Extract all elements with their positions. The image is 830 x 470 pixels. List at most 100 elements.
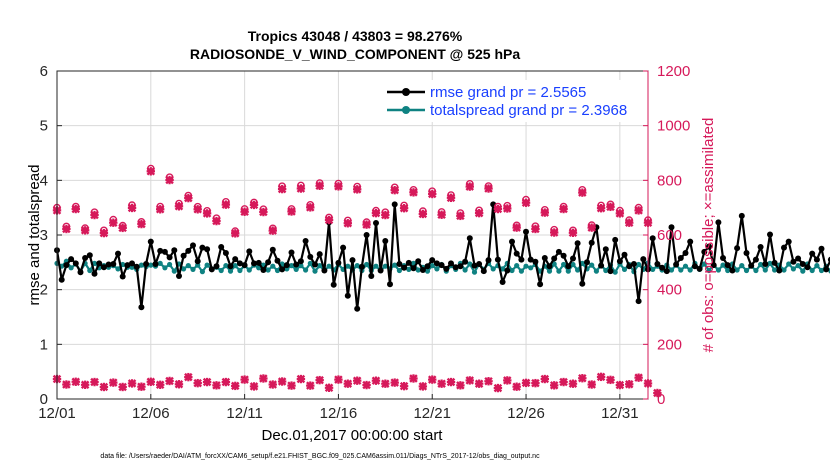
- obs-assimilated-marker: [549, 228, 559, 237]
- rmse-point: [823, 266, 830, 273]
- totalspread-point: [326, 263, 332, 269]
- obs-bottom-marker: [221, 377, 231, 387]
- y2-tick-label: 1200: [657, 63, 690, 80]
- obs-assimilated-marker: [615, 209, 625, 218]
- totalspread-point: [364, 261, 370, 268]
- totalspread-point: [293, 266, 299, 272]
- rmse-point: [795, 255, 802, 262]
- x-tick-label: 12/26: [507, 405, 545, 422]
- totalspread-point: [115, 266, 121, 272]
- rmse-point: [706, 243, 712, 250]
- obs-bottom-marker: [362, 380, 371, 390]
- obs-assimilated-marker: [343, 218, 353, 228]
- totalspread-point: [781, 267, 787, 273]
- obs-assimilated-marker: [62, 224, 71, 234]
- obs-assimilated-marker: [212, 216, 221, 226]
- rmse-point: [246, 248, 253, 255]
- rmse-point: [574, 240, 581, 247]
- rmse-point: [185, 247, 192, 254]
- totalspread-point: [471, 269, 478, 275]
- obs-bottom-marker: [399, 381, 409, 391]
- obs-assimilated-marker: [249, 200, 259, 210]
- rmse-point: [677, 255, 684, 261]
- totalspread-point: [354, 263, 360, 269]
- totalspread-point: [227, 268, 234, 274]
- rmse-point: [785, 238, 792, 245]
- rmse-point: [312, 261, 318, 268]
- rmse-point: [274, 257, 281, 264]
- x-tick-label: 12/16: [320, 405, 358, 422]
- rmse-point: [607, 268, 614, 275]
- totalspread-point: [68, 265, 74, 271]
- obs-bottom-marker: [324, 383, 334, 393]
- rmse-point: [649, 235, 656, 242]
- rmse-point: [354, 305, 361, 312]
- obs-bottom-marker: [390, 378, 399, 387]
- rmse-point: [387, 281, 393, 288]
- obs-assimilated-marker: [596, 203, 606, 213]
- obs-bottom-marker: [118, 382, 127, 392]
- rmse-point: [133, 263, 140, 270]
- rmse-point: [415, 258, 422, 265]
- rmse-point: [612, 236, 619, 243]
- rmse-point: [293, 261, 300, 268]
- obs-bottom-marker: [503, 376, 512, 385]
- rmse-point: [218, 244, 225, 250]
- rmse-point: [129, 260, 135, 267]
- totalspread-point: [424, 268, 431, 274]
- totalspread-point: [570, 261, 576, 268]
- obs-bottom-marker: [427, 375, 437, 384]
- rmse-point: [799, 261, 806, 267]
- rmse-point: [588, 239, 595, 246]
- rmse-point: [119, 273, 126, 280]
- rmse-point: [302, 238, 309, 244]
- totalspread-point: [814, 263, 820, 269]
- obs-bottom-marker: [540, 374, 550, 384]
- rmse-point: [82, 255, 89, 261]
- obs-bottom-marker: [99, 382, 109, 392]
- obs-assimilated-marker: [437, 210, 446, 220]
- obs-bottom-marker: [474, 379, 484, 388]
- totalspread-point: [786, 261, 792, 267]
- totalspread-point: [603, 267, 609, 274]
- rmse-point: [752, 256, 759, 263]
- obs-assimilated-marker: [606, 202, 615, 212]
- y2-tick-label: 800: [657, 172, 682, 189]
- chart-subtitle: RADIOSONDE_V_WIND_COMPONENT @ 525 hPa: [190, 46, 520, 62]
- rmse-point: [358, 263, 365, 270]
- rmse-point: [579, 280, 586, 287]
- obs-assimilated-marker: [202, 209, 212, 218]
- obs-assimilated-marker: [484, 184, 493, 193]
- obs-bottom-marker: [352, 376, 362, 385]
- rmse-point: [565, 263, 572, 270]
- rmse-point: [827, 256, 830, 263]
- rmse-point: [804, 264, 811, 271]
- rmse-point: [138, 304, 145, 311]
- rmse-point: [523, 228, 529, 235]
- totalspread-point: [288, 263, 295, 269]
- rmse-point: [701, 248, 708, 255]
- obs-bottom-marker: [155, 380, 165, 390]
- y2-tick-label: 1000: [657, 118, 690, 135]
- rmse-point: [809, 250, 816, 257]
- totalspread-point: [265, 267, 271, 273]
- totalspread-point: [678, 267, 684, 273]
- obs-assimilated-marker: [531, 224, 540, 234]
- obs-bottom-marker: [296, 374, 306, 384]
- rmse-point: [232, 256, 239, 263]
- rmse-point: [269, 246, 276, 253]
- y2-tick-label: 200: [657, 336, 682, 353]
- legend-rmse-label: rmse grand pr = 2.5565: [430, 84, 586, 101]
- rmse-point: [532, 258, 539, 265]
- obs-bottom-marker: [287, 381, 296, 390]
- obs-assimilated-marker: [90, 210, 99, 220]
- rmse-point: [208, 266, 215, 273]
- rmse-point: [424, 263, 431, 270]
- rmse-point: [696, 265, 703, 272]
- obs-bottom-marker: [230, 381, 240, 391]
- rmse-point: [227, 263, 234, 270]
- obs-assimilated-marker: [184, 193, 193, 203]
- rmse-point: [91, 270, 98, 277]
- rmse-point: [72, 260, 79, 267]
- rmse-point: [509, 238, 515, 245]
